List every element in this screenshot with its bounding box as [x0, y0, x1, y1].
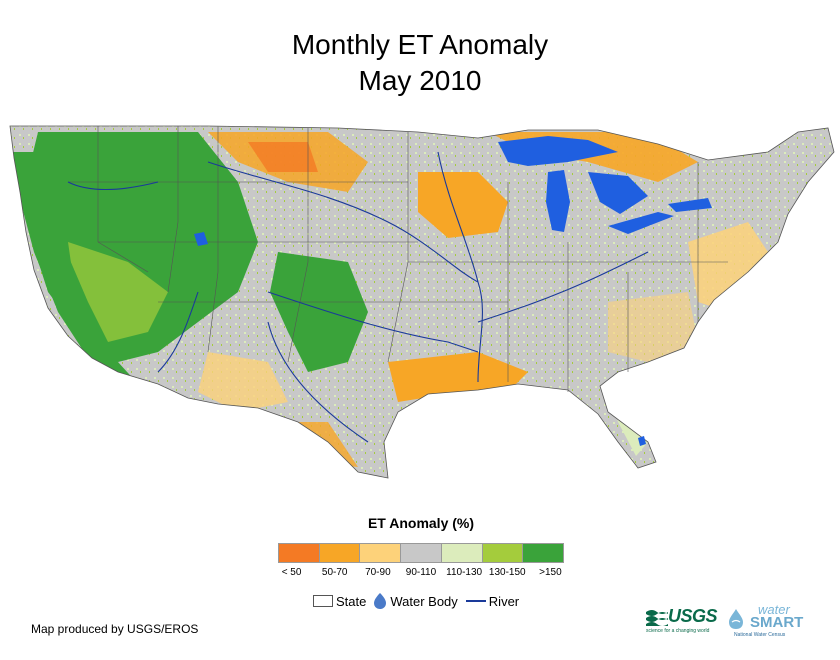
legend-title: ET Anomaly (%)	[367, 515, 475, 531]
lake-superior	[498, 136, 618, 166]
lake-okeechobee	[638, 436, 646, 446]
usgs-logo: USGS science for a changing world	[646, 606, 730, 636]
water-drop-icon	[729, 609, 743, 629]
map-title: Monthly ET Anomaly	[291, 29, 549, 60]
missouri-river	[207, 161, 479, 283]
rivers	[67, 151, 649, 443]
river-label: River	[488, 593, 520, 609]
lake-ontario	[668, 198, 712, 212]
anomaly-region-mild-plains	[198, 352, 288, 412]
anomaly-region-mild-southeast	[608, 292, 698, 362]
legend-label-0: < 50	[281, 567, 302, 578]
map-credit: Map produced by USGS/EROS	[31, 622, 199, 636]
anomaly-region-high-rockies	[270, 252, 368, 372]
anomaly-region-low-midwest	[418, 172, 508, 238]
legend-swatch-0	[279, 544, 320, 562]
water-body-icon	[374, 593, 387, 609]
legend-swatch-4	[441, 544, 483, 562]
legend-label-2: 70-90	[365, 567, 391, 578]
legend-swatch-5	[482, 544, 524, 562]
legend-label-5: 130-150	[488, 567, 526, 578]
lake-erie	[608, 212, 674, 234]
water-body-label: Water Body	[390, 593, 458, 609]
usgs-tagline: science for a changing world	[646, 628, 710, 634]
watersmart-tagline: National Water Census	[734, 632, 786, 638]
legend-swatch-6	[523, 544, 564, 562]
legend-label-3: 90-110	[405, 567, 437, 578]
state-label: State	[336, 593, 367, 609]
legend-swatch-3	[401, 544, 442, 562]
map-subtitle-date: May 2010	[358, 65, 482, 96]
water-bodies	[194, 136, 712, 446]
rio-grande-river	[267, 321, 369, 443]
legend-color-bar	[278, 543, 564, 563]
legend-label-6: >150	[539, 567, 562, 578]
state-boundaries	[68, 126, 728, 392]
us-outline	[9, 125, 835, 479]
legend-labels: < 50 50-70 70-90 90-110 110-130 130-150 >150	[270, 567, 572, 578]
lake-michigan	[546, 170, 570, 232]
usgs-logo-text: USGS	[668, 606, 718, 626]
legend-label-4: 110-130	[446, 567, 483, 578]
layer-legend: State Water Body River	[313, 591, 519, 611]
legend-swatch-2	[360, 544, 402, 562]
et-anomaly-map	[9, 125, 835, 479]
state-swatch-icon	[313, 595, 333, 607]
anomaly-region-pacific-coast	[12, 152, 138, 392]
watersmart-top-text: water	[758, 602, 790, 617]
anomaly-region-low-dakotas	[248, 142, 318, 172]
columbia-river	[67, 181, 159, 191]
arkansas-river	[267, 291, 479, 353]
watersmart-bottom-text: SMART	[750, 614, 804, 631]
usgs-wave-icon	[646, 610, 668, 626]
anomaly-region-mild-mid-atlantic	[688, 222, 768, 312]
legend-label-1: 50-70	[321, 567, 348, 578]
legend-swatch-1	[319, 544, 361, 562]
river-line-icon	[465, 600, 486, 602]
ohio-river	[477, 251, 649, 323]
colorado-river	[157, 291, 199, 373]
watersmart-logo: water SMART National Water Census	[728, 602, 818, 640]
great-salt-lake	[194, 232, 208, 246]
lake-huron	[588, 172, 648, 214]
